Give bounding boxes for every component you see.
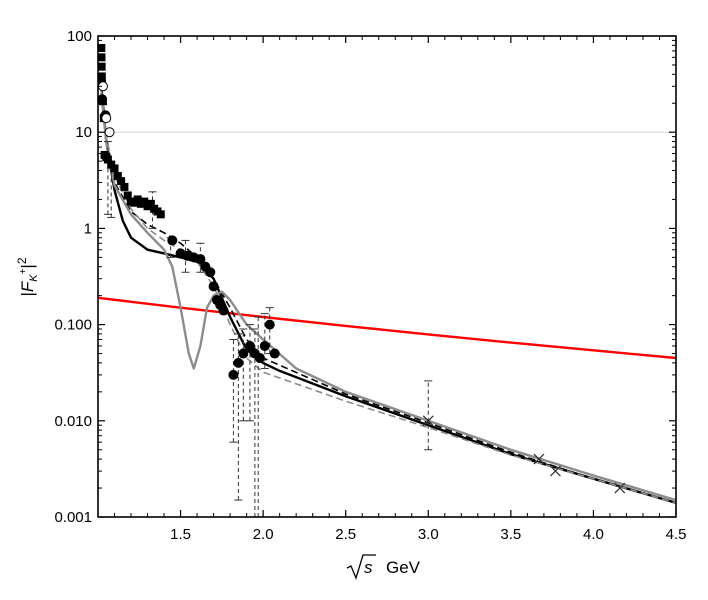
data-point-square [123,191,132,200]
data-point-square [110,164,119,173]
svg-text:|FK+|2: |FK+|2 [15,257,40,296]
data-point-circle [244,340,255,351]
y-tick-label: 100 [67,28,92,45]
x-tick-label: 2.5 [335,526,356,543]
data-point-square [133,195,142,204]
y-axis-title: |FK+|2 [15,257,40,296]
data-point-circle [195,254,206,265]
x-tick-label: 4.5 [666,526,687,543]
y-axis-bar-right: | [18,264,37,268]
data-point-square [140,197,149,206]
data-point-cross [422,415,434,427]
data-point-square [97,44,106,53]
data-point-cross [614,482,626,494]
data-point-square [120,182,129,191]
data-point-circle [205,267,216,278]
x-axis-radicand: s [364,558,373,577]
x-axis-unit: GeV [386,558,421,577]
data-point-circle [269,348,280,359]
data-point-square [97,62,106,71]
y-tick-label: 10 [75,124,92,141]
data-point-square [146,199,155,208]
data-point-circle [218,305,229,316]
y-tick-label: 0.100 [54,317,92,334]
x-axis-title: s GeV [346,554,421,580]
y-axis-main: F [18,280,37,292]
x-tick-label: 1.5 [170,526,191,543]
y-tick-label: 1 [84,220,92,237]
data-point-square [117,177,126,186]
curve-black-dashed [100,86,677,504]
y-axis-bar-left: | [18,292,37,296]
data-point-circle [233,357,244,368]
x-tick-label: 2.0 [253,526,274,543]
y-axis-exp: 2 [15,257,29,264]
x-tick-label: 3.0 [418,526,439,543]
plot-frame [97,35,677,518]
data-point-open-circle [101,113,112,124]
y-tick-label: 0.010 [54,413,92,430]
y-axis-sub: K [28,274,40,282]
data-point-circle [97,94,108,105]
points-layer [97,44,626,494]
data-point-open-circle [104,127,115,138]
data-point-square [156,210,165,219]
data-point-circle [167,235,178,246]
data-point-circle [228,369,239,380]
x-tick-label: 3.5 [500,526,521,543]
curve-gray-solid [100,93,677,502]
data-point-cross [549,465,561,477]
y-axis-sup: + [18,268,29,274]
ticks-layer: 1.5 2.0 2.5 3.0 3.5 4.0 4.5 0.001 0.010 0.100 1 10 1… [54,28,686,543]
curve-red-curve [97,296,677,360]
data-point-square [97,72,106,81]
data-point-cross [533,453,545,465]
data-point-circle [259,340,270,351]
data-point-circle [264,319,275,330]
data-point-circle [208,281,219,292]
y-tick-label: 0.001 [54,509,92,526]
data-point-circle [238,348,249,359]
radical-sign-icon [346,554,376,580]
x-tick-label: 4.0 [583,526,604,543]
data-point-square [113,172,122,181]
data-point-circle [254,352,265,363]
data-point-square [103,155,112,164]
